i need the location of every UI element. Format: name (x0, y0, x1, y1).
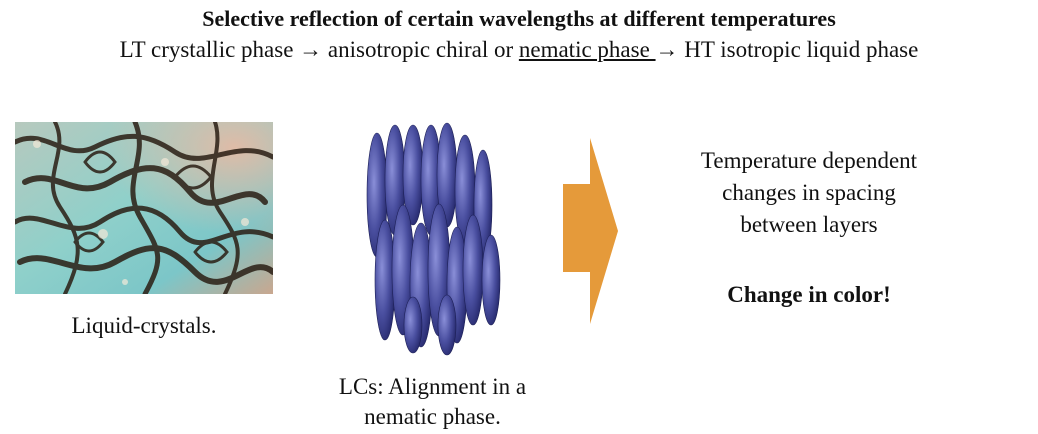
color-change-statement: Change in color! (727, 282, 891, 307)
spacing-explanation: Temperature dependent changes in spacing… (650, 145, 968, 241)
explanation-line3: between layers (740, 212, 878, 237)
nematic-phase-link: nematic phase (518, 37, 656, 62)
phase-sequence: LT crystallic phase → anisotropic chiral… (0, 36, 1038, 64)
right-arrow-icon (560, 136, 620, 326)
alignment-caption-line1: LCs: Alignment in a (338, 374, 527, 399)
slide-title: Selective reflection of certain waveleng… (202, 6, 836, 31)
explanation-line1: Temperature dependent (700, 148, 918, 173)
explanation-line2: changes in spacing (722, 180, 896, 205)
alignment-caption-line2: nematic phase. (364, 404, 501, 429)
phase-sequence-end: → HT isotropic liquid phase (655, 37, 919, 62)
alignment-caption: LCs: Alignment in a nematic phase. (300, 372, 565, 432)
nematic-alignment-illustration (355, 120, 505, 360)
phase-sequence-start: LT crystallic phase → anisotropic chiral… (119, 37, 519, 62)
liquid-crystal-micrograph (15, 122, 273, 294)
liquid-crystals-caption: Liquid-crystals. (71, 313, 217, 338)
